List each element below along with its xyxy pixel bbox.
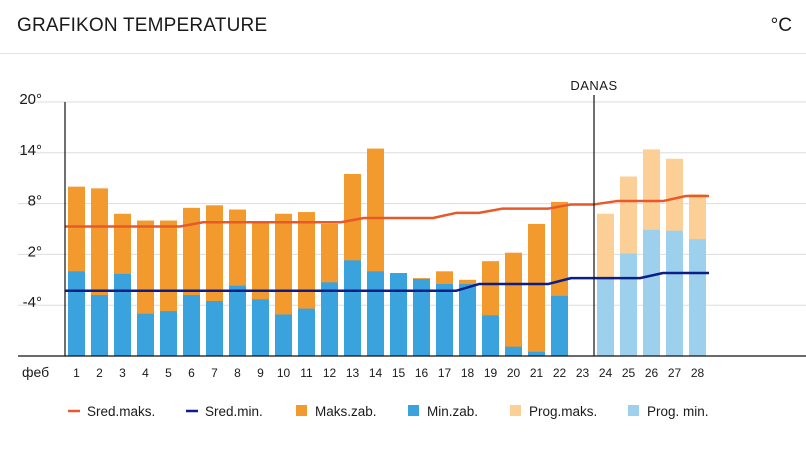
avg-max-line [65,194,709,228]
min-observed-bar [298,308,315,356]
min-observed-bar [206,300,223,356]
x-tick-label: 3 [119,366,126,380]
y-tick-label: 8° [28,193,42,210]
x-tick-label: 14 [369,366,383,380]
x-tick-label: 4 [142,366,149,380]
x-tick-label: 24 [599,366,613,380]
min-observed-bar [413,278,430,356]
min-observed-bar [229,285,246,356]
min-observed-bar [436,284,453,356]
x-tick-label: 16 [415,366,429,380]
x-tick-label: 15 [392,366,406,380]
x-tick-label: 10 [277,366,291,380]
legend-swatch-fc_min [628,405,639,416]
min-forecast-bar [666,230,683,356]
chart-header: GRAFIKON TEMPERATURE °C [0,0,806,54]
x-tick-label: 21 [530,366,544,380]
today-label: DANAS [570,78,617,93]
min-observed-bar [275,314,292,356]
min-observed-bar [390,273,407,356]
min-observed-bar [459,284,476,356]
legend-swatch-min_obs [408,405,419,416]
x-tick-label: 9 [257,366,264,380]
min-observed-bar [68,271,85,356]
x-tick-label: 18 [461,366,475,380]
y-tick-label: -4° [23,294,42,311]
chart-title: GRAFIKON TEMPERATURE [17,15,268,36]
y-tick-label: 20° [19,91,42,108]
x-tick-label: 26 [645,366,659,380]
x-tick-label: 25 [622,366,636,380]
min-observed-bar [551,295,568,356]
min-observed-bar [505,346,522,356]
min-observed-bar [482,315,499,356]
x-tick-label: 27 [668,366,682,380]
x-tick-label: 1 [73,366,80,380]
x-tick-label: 13 [346,366,360,380]
x-tick-label: 20 [507,366,521,380]
min-observed-bar [344,260,361,356]
legend-label-min_obs: Min.zab. [427,404,478,419]
min-observed-bar [528,351,545,356]
x-tick-label: 8 [234,366,241,380]
legend-label-max_obs: Maks.zab. [315,404,377,419]
avg-min-line [65,271,709,293]
unit-label: °C [770,15,792,36]
x-tick-label: 11 [300,366,313,380]
x-tick-label: 5 [165,366,172,380]
legend-swatch-fc_max [510,405,521,416]
min-observed-bar [367,271,384,356]
x-tick-label: 22 [553,366,567,380]
min-observed-bar [252,299,269,356]
min-observed-bar [91,295,108,356]
x-tick-label: 17 [438,366,452,380]
min-observed-bar [114,273,131,356]
x-tick-label: 6 [188,366,195,380]
min-forecast-bar [689,239,706,356]
legend-label-fc_min: Prog. min. [647,404,709,419]
legend-label-avg_min: Sred.min. [205,404,263,419]
x-tick-label: 2 [96,366,103,380]
min-observed-bar [137,313,154,356]
max-observed-bar [528,223,545,356]
y-tick-label: 14° [19,142,42,159]
x-tick-label: 28 [691,366,705,380]
legend-label-avg_max: Sred.maks. [87,404,155,419]
max-observed-bar [505,252,522,356]
x-tick-label: 19 [484,366,498,380]
min-forecast-bar [620,253,637,356]
y-tick-label: 2° [28,243,42,260]
min-observed-bar [321,282,338,356]
legend-swatch-max_obs [296,405,307,416]
min-observed-bar [183,295,200,356]
x-tick-label: 12 [323,366,337,380]
min-forecast-bar [597,278,614,356]
legend-label-fc_max: Prog.maks. [529,404,597,419]
x-tick-label: 7 [211,366,218,380]
min-forecast-bar [643,229,660,356]
x-axis-label: феб [22,364,49,380]
min-observed-bar [160,311,177,356]
x-tick-label: 23 [576,366,590,380]
